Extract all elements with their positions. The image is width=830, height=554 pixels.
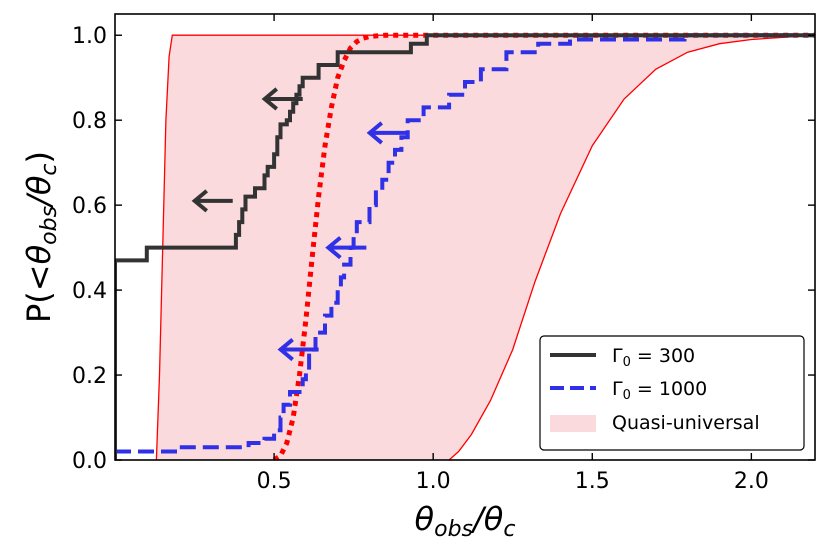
x-tick-label: 0.5 [257, 469, 292, 494]
y-axis-label: P(<θobs/θc) [20, 151, 62, 323]
x-axis-label: θobs/θc [415, 500, 516, 542]
y-tick-label: 0.6 [72, 194, 107, 219]
y-tick-label: 0.0 [72, 449, 107, 474]
legend-label-quasi-universal: Quasi-universal [612, 412, 760, 434]
y-tick-label: 0.8 [72, 109, 107, 134]
upper-limit-arrow-3 [277, 338, 319, 362]
legend-label-gamma1000: Γ0 = 1000 [612, 378, 707, 403]
x-tick-label: 2.0 [734, 469, 769, 494]
x-tick-label: 1.0 [416, 469, 451, 494]
legend-swatch-quasi-universal [550, 415, 596, 432]
band-upper-edge [448, 34, 815, 460]
y-tick-label: 0.2 [72, 364, 107, 389]
quasi-universal-band [156, 35, 815, 460]
series-line-dotted [272, 32, 815, 460]
series-line-gamma300 [115, 33, 815, 460]
upper-limit-arrow-1 [191, 189, 233, 213]
legend-label-gamma300: Γ0 = 300 [612, 345, 695, 370]
y-tick-label: 1.0 [72, 24, 107, 49]
upper-limit-arrow-2 [261, 87, 303, 111]
legend-box [539, 335, 805, 451]
upper-limit-arrow-5 [366, 121, 408, 145]
legend: Γ0 = 300 Γ0 = 1000 Quasi-universal [539, 335, 805, 451]
plot-frame [114, 13, 816, 461]
upper-limit-arrow-4 [325, 236, 367, 260]
band-lower-edge [155, 34, 815, 460]
x-tick-label: 1.5 [575, 469, 610, 494]
y-tick-label: 0.4 [72, 279, 107, 304]
